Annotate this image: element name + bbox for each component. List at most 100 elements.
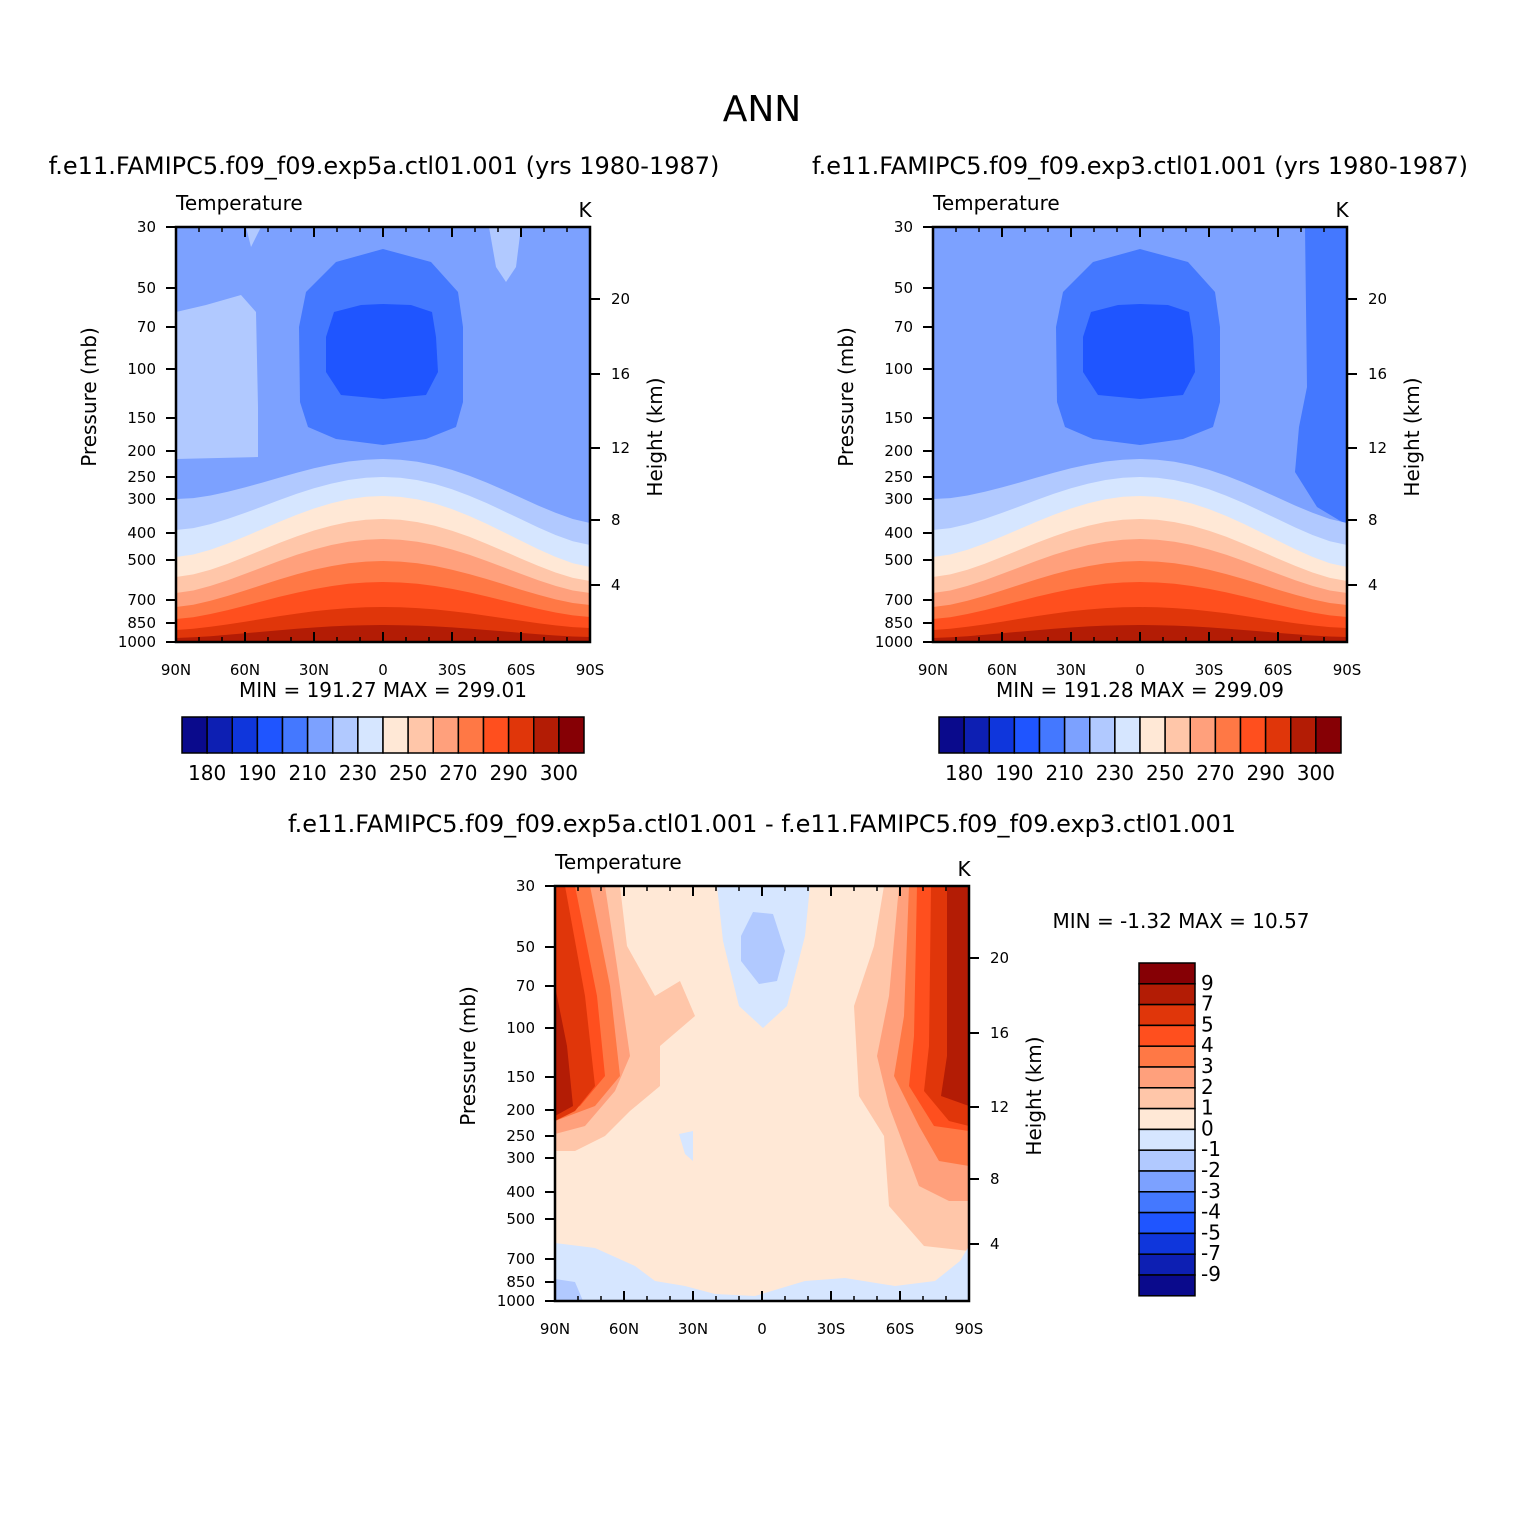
left-height-tick-label: 20	[611, 290, 630, 308]
left-band-240-250-top	[246, 227, 261, 247]
left-colorbar-swatch	[482, 716, 510, 754]
left-colorbar-swatch	[432, 716, 460, 754]
right-pressure-tick-label: 200	[884, 442, 913, 460]
left-colorbar-label: 190	[238, 761, 276, 785]
diff-colorbar-label: -9	[1201, 1262, 1221, 1286]
diff-pressure-tick-label: 850	[506, 1273, 535, 1291]
diff-band-neg-core	[741, 912, 785, 984]
left-colorbar: 180 190 210 230 250 270 290 300	[181, 716, 585, 785]
left-colorbar-label: 230	[339, 761, 377, 785]
right-colorbar-swatch	[1013, 716, 1041, 754]
diff-pressure-tick-label: 50	[516, 938, 535, 956]
diff-colorbar-label: 2	[1201, 1075, 1214, 1099]
right-units-label: K	[1335, 198, 1349, 222]
left-height-tick-label: 12	[611, 439, 630, 457]
left-min-max: MIN = 191.27 MAX = 299.01	[239, 678, 527, 702]
right-pressure-tick-label: 300	[884, 490, 913, 508]
right-pressure-axis-title: Pressure (mb)	[834, 327, 858, 467]
right-pressure-tick-label: 150	[884, 409, 913, 427]
left-pressure-tick-label: 500	[127, 551, 156, 569]
left-pressure-tick-label: 1000	[118, 633, 156, 651]
right-colorbar-swatch	[988, 716, 1016, 754]
diff-height-axis-title: Height (km)	[1022, 1036, 1046, 1155]
right-pressure-tick-label: 100	[884, 360, 913, 378]
diff-colorbar-label: 3	[1201, 1054, 1214, 1078]
left-colorbar-swatch	[181, 716, 208, 754]
right-colorbar-label: 300	[1297, 761, 1335, 785]
diff-case-title: f.e11.FAMIPC5.f09_f09.exp5a.ctl01.001 - …	[288, 810, 1236, 838]
left-variable-label: Temperature	[175, 191, 303, 215]
diff-height-tick-label: 20	[990, 949, 1009, 967]
left-pressure-tick-label: 400	[127, 524, 156, 542]
diff-colorbar-swatch	[1138, 1211, 1196, 1235]
diff-pressure-tick-label: 1000	[497, 1292, 535, 1310]
diff-height-tick-label: 8	[990, 1170, 1000, 1188]
diff-pressure-tick-label: 200	[506, 1101, 535, 1119]
right-colorbar-swatch	[938, 716, 965, 754]
diff-colorbar-label: 7	[1201, 992, 1214, 1016]
left-height-tick-label: 16	[611, 365, 630, 383]
right-pressure-tick-label: 70	[894, 318, 913, 336]
main-title: ANN	[723, 89, 802, 130]
right-colorbar-label: 190	[995, 761, 1033, 785]
diff-colorbar-label: 4	[1201, 1033, 1214, 1057]
diff-band-neg-bottom-2	[555, 1279, 583, 1301]
left-colorbar-swatch	[306, 716, 334, 754]
left-pressure-tick-label: 50	[137, 279, 156, 297]
diff-colorbar-label: -7	[1201, 1241, 1221, 1265]
diff-colorbar-swatch	[1138, 1170, 1196, 1193]
left-colorbar-label: 210	[289, 761, 327, 785]
diff-pressure-tick-label: 400	[506, 1183, 535, 1201]
diff-colorbar-swatch	[1138, 1107, 1196, 1131]
diff-lat-tick-label: 30N	[678, 1320, 708, 1338]
left-case-title: f.e11.FAMIPC5.f09_f09.exp5a.ctl01.001 (y…	[49, 152, 720, 180]
diff-colorbar-swatch	[1138, 1024, 1196, 1047]
left-colorbar-swatch	[231, 716, 259, 754]
left-height-axis-title: Height (km)	[643, 377, 667, 496]
right-band-210-220-core	[1083, 304, 1195, 399]
diff-lat-tick-label: 90S	[955, 1320, 984, 1338]
right-colorbar-label: 250	[1146, 761, 1184, 785]
left-colorbar-label: 300	[540, 761, 578, 785]
right-band-220-230-right	[1295, 227, 1347, 525]
diff-pressure-tick-label: 250	[506, 1127, 535, 1145]
right-colorbar: 180 190 210 230 250 270 290 300	[938, 716, 1342, 785]
diff-lat-tick-label: 30S	[817, 1320, 846, 1338]
diff-colorbar-label: 9	[1201, 971, 1214, 995]
right-min-max: MIN = 191.28 MAX = 299.09	[996, 678, 1284, 702]
right-colorbar-swatch	[1038, 716, 1066, 754]
right-colorbar-swatch	[1290, 716, 1317, 754]
left-colorbar-label: 180	[188, 761, 226, 785]
left-colorbar-swatch	[256, 716, 284, 754]
diff-band-left-6	[555, 986, 573, 1116]
right-colorbar-swatch	[1189, 716, 1217, 754]
diff-colorbar-swatch	[1138, 1253, 1196, 1276]
diff-colorbar-label: -4	[1201, 1200, 1221, 1224]
left-colorbar-swatch	[382, 716, 409, 754]
right-fill-field	[933, 227, 1347, 642]
right-lat-tick-label: 30N	[1056, 661, 1086, 679]
left-colorbar-swatch	[357, 716, 384, 754]
diff-colorbar-swatch	[1138, 1274, 1196, 1297]
left-colorbar-swatch	[533, 716, 560, 754]
diff-colorbar-swatch	[1138, 1128, 1196, 1151]
diff-height-tick-label: 12	[990, 1098, 1009, 1116]
diff-variable-label: Temperature	[554, 850, 682, 874]
left-pressure-tick-label: 850	[127, 614, 156, 632]
right-colorbar-label: 230	[1096, 761, 1134, 785]
left-lat-tick-label: 60N	[230, 661, 260, 679]
right-pressure-tick-label: 1000	[875, 633, 913, 651]
left-colorbar-swatch	[332, 716, 359, 754]
left-lat-tick-label: 90N	[161, 661, 191, 679]
left-colorbar-label: 270	[439, 761, 477, 785]
right-height-tick-label: 4	[1368, 576, 1378, 594]
left-colorbar-swatch	[281, 716, 309, 754]
diff-pressure-tick-label: 30	[516, 877, 535, 895]
right-variable-label: Temperature	[932, 191, 1060, 215]
right-colorbar-swatch	[963, 716, 990, 754]
left-lat-tick-label: 0	[378, 661, 388, 679]
right-colorbar-swatch	[1063, 716, 1091, 754]
right-pressure-tick-label: 50	[894, 279, 913, 297]
